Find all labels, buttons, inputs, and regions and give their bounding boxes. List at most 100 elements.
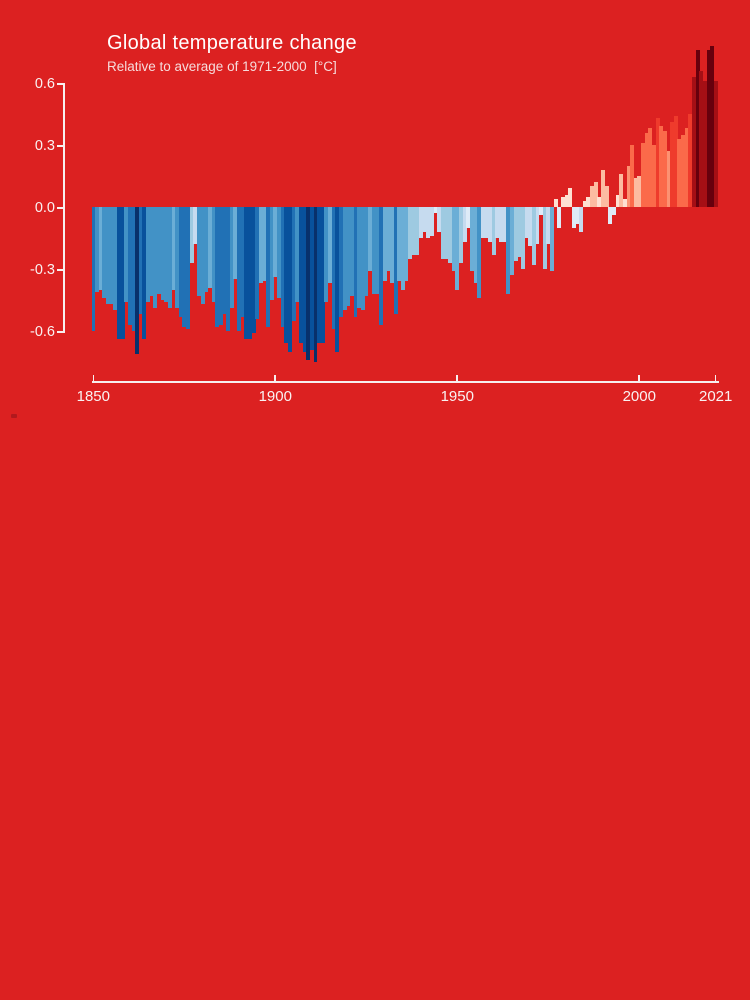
bar-year-1890 xyxy=(237,207,242,331)
bar-year-2011 xyxy=(677,138,682,207)
bar-year-1937 xyxy=(408,207,413,259)
bar-year-1893 xyxy=(248,207,252,340)
bar-year-1860 xyxy=(127,207,132,325)
bar-year-1905 xyxy=(291,207,296,321)
x-tick-label: 1850 xyxy=(76,388,110,405)
bar-year-1864 xyxy=(142,207,147,340)
bar-year-1957 xyxy=(480,207,485,238)
bar-year-1906 xyxy=(295,207,300,303)
bar-year-1988 xyxy=(593,182,598,207)
y-axis-tick xyxy=(56,83,64,85)
bar-year-1889 xyxy=(233,207,238,280)
bar-year-1879 xyxy=(197,207,201,296)
bar-year-1981 xyxy=(568,188,573,207)
bar-year-1863 xyxy=(138,207,143,315)
bar-year-1996 xyxy=(622,198,627,207)
bar-year-1880 xyxy=(200,207,205,305)
bar-year-1946 xyxy=(440,207,445,259)
bar-year-1886 xyxy=(222,207,227,315)
bar-year-1857 xyxy=(116,207,121,340)
bar-year-1966 xyxy=(513,207,518,261)
chart-subtitle: Relative to average of 1971-2000 [°C] xyxy=(107,59,337,74)
bar-year-1867 xyxy=(153,207,158,309)
bar-year-1959 xyxy=(488,207,493,243)
bar-year-1986 xyxy=(586,196,591,207)
bar-year-1928 xyxy=(375,207,380,294)
bar-year-1956 xyxy=(477,207,482,298)
bar-year-1995 xyxy=(619,173,624,207)
bar-year-1962 xyxy=(499,207,504,243)
bar-year-1922 xyxy=(353,207,358,317)
bar-year-1861 xyxy=(131,207,136,331)
bar-year-1941 xyxy=(422,207,427,232)
bar-year-1965 xyxy=(510,207,514,276)
bar-year-1974 xyxy=(542,207,547,269)
bar-year-1923 xyxy=(357,207,362,309)
bar-year-1938 xyxy=(411,207,416,255)
bar-year-1888 xyxy=(229,207,234,309)
bar-year-1878 xyxy=(193,207,198,245)
y-axis-tick xyxy=(56,207,64,209)
bar-year-1939 xyxy=(415,207,420,255)
bar-year-1931 xyxy=(386,207,391,272)
bar-year-1875 xyxy=(182,207,187,327)
bar-year-1955 xyxy=(473,207,478,284)
bar-year-1881 xyxy=(204,207,209,292)
bar-year-1911 xyxy=(313,207,318,362)
bar-year-2021 xyxy=(713,80,718,207)
bar-year-1882 xyxy=(207,207,212,288)
bar-year-2019 xyxy=(706,49,711,207)
bar-year-1952 xyxy=(462,207,467,243)
y-axis-tick xyxy=(56,269,64,271)
plot-area: 0.6 0.3 0.0 -0.3 -0.6 1850 1900 1950 2000 2021 xyxy=(0,0,750,430)
bar-year-1978 xyxy=(557,207,562,228)
bar-year-1991 xyxy=(604,186,609,207)
bar-year-2005 xyxy=(655,118,660,207)
bar-year-2017 xyxy=(699,70,704,207)
bar-year-1925 xyxy=(364,207,369,296)
bar-year-1983 xyxy=(575,207,580,224)
bar-year-2003 xyxy=(648,128,653,207)
bar-year-2018 xyxy=(702,80,707,207)
bar-year-2009 xyxy=(670,122,675,207)
bar-year-1873 xyxy=(175,207,180,309)
bar-year-1916 xyxy=(331,207,336,329)
bar-year-1994 xyxy=(615,194,620,207)
bar-year-1971 xyxy=(531,207,536,265)
bar-year-2020 xyxy=(710,45,715,207)
bar-year-1960 xyxy=(491,207,496,255)
bar-year-1967 xyxy=(517,207,522,257)
x-tick-label: 2021 xyxy=(698,388,733,405)
bar-year-1992 xyxy=(608,207,613,224)
bar-year-2010 xyxy=(673,116,678,207)
bar-year-1943 xyxy=(429,207,434,236)
bar-year-1980 xyxy=(564,194,569,207)
bar-year-2000 xyxy=(637,176,642,207)
bar-year-1913 xyxy=(320,207,325,344)
bar-year-1897 xyxy=(262,207,267,282)
bar-year-1979 xyxy=(561,196,565,207)
bar-year-1968 xyxy=(520,207,525,269)
bar-year-1887 xyxy=(226,207,231,331)
y-axis-tick xyxy=(56,331,64,333)
bar-year-1914 xyxy=(324,207,329,303)
bar-year-1899 xyxy=(269,207,274,300)
bar-year-1869 xyxy=(160,207,165,300)
bar-year-1872 xyxy=(171,207,176,290)
bar-year-2008 xyxy=(666,151,671,207)
bar-year-1933 xyxy=(393,207,398,315)
y-axis-line xyxy=(63,83,65,333)
bar-year-1949 xyxy=(451,207,456,272)
bar-year-1917 xyxy=(335,207,340,352)
bar-year-1904 xyxy=(288,207,292,352)
bar-year-1920 xyxy=(346,207,351,307)
bar-year-1953 xyxy=(466,207,471,228)
bar-year-1870 xyxy=(164,207,169,303)
bar-year-1948 xyxy=(448,207,453,263)
bar-year-1945 xyxy=(437,207,442,232)
x-axis-tick xyxy=(638,374,641,382)
bar-year-2001 xyxy=(641,142,645,207)
bar-year-1964 xyxy=(506,207,511,294)
bar-year-1871 xyxy=(167,207,172,309)
